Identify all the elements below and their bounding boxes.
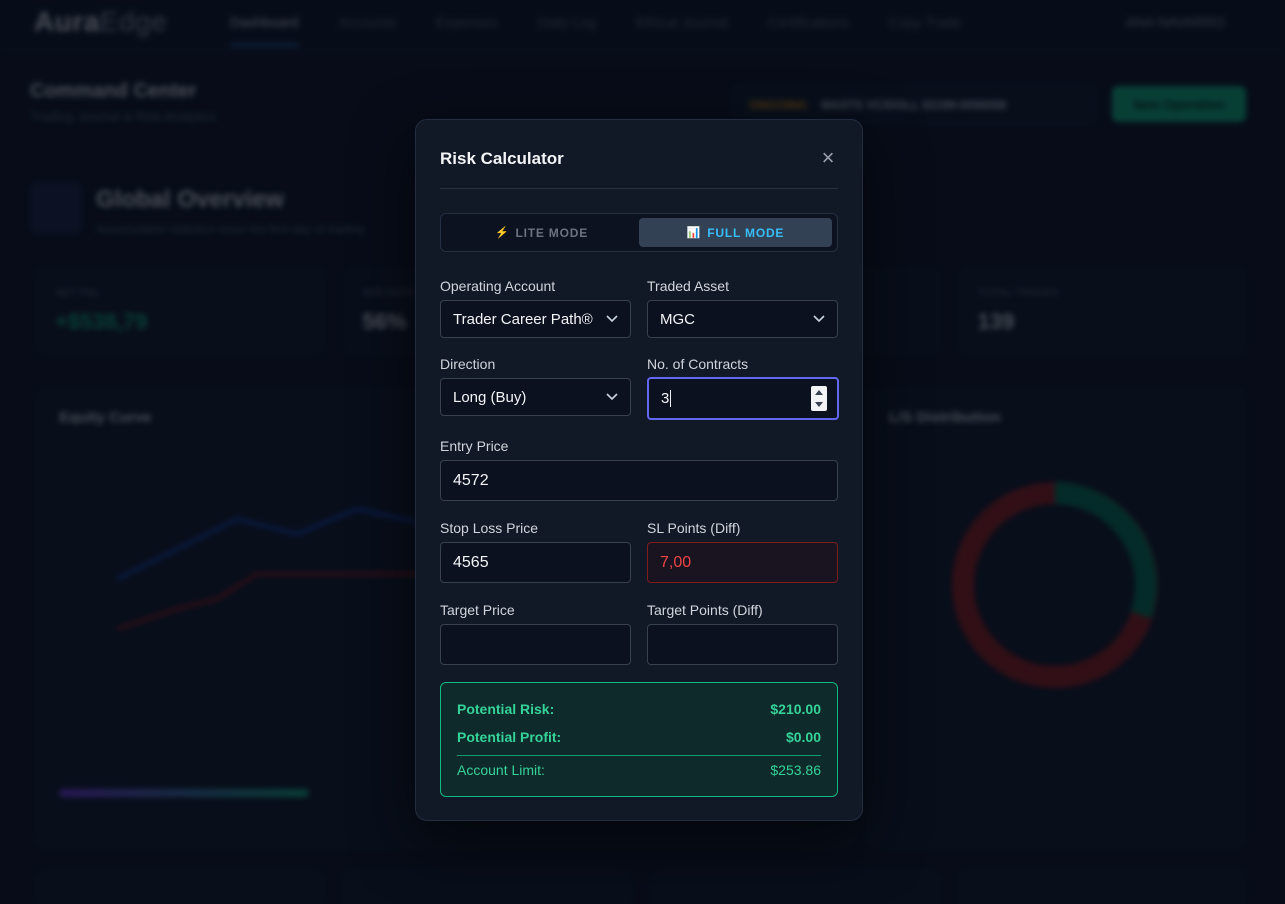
stepper-up-icon[interactable] <box>815 389 823 395</box>
stop-loss-input[interactable]: 4565 <box>440 542 631 583</box>
account-limit-label: Account Limit: <box>457 762 545 778</box>
risk-calculator-modal: Risk Calculator × ⚡ LITE MODE 📊 FULL MOD… <box>415 119 863 821</box>
donut-chart-graphic <box>952 482 1158 688</box>
potential-profit-value: $0.00 <box>785 729 821 745</box>
traded-asset-value: MGC <box>660 310 695 328</box>
stat-card: TOTAL TRADES 139 <box>958 268 1246 354</box>
direction-value: Long (Buy) <box>453 388 527 406</box>
traded-asset-select[interactable]: MGC <box>647 300 838 338</box>
nav-item-ethical-journal[interactable]: Ethical Journal <box>635 14 728 30</box>
contracts-input[interactable]: 3 <box>647 377 839 420</box>
account-status-badge: ONGOING <box>749 98 808 112</box>
direction-label: Direction <box>440 356 496 372</box>
nav-item-daily-log[interactable]: Daily Log <box>537 14 596 30</box>
potential-profit-row: Potential Profit: $0.00 <box>457 729 821 745</box>
full-mode-label: FULL MODE <box>707 225 785 240</box>
risk-summary-box: Potential Risk: $210.00 Potential Profit… <box>440 682 838 797</box>
contracts-value: 3 <box>661 390 670 407</box>
account-limit-row: Account Limit: $253.86 <box>457 762 821 778</box>
potential-profit-label: Potential Profit: <box>457 729 562 745</box>
sl-points-label: SL Points (Diff) <box>647 520 741 536</box>
ls-distribution-panel: L/S Distribution <box>866 388 1246 848</box>
nav-menu: Dashboard Accounts Expenses Daily Log Et… <box>230 14 961 46</box>
target-price-input[interactable] <box>440 624 631 665</box>
account-name: MASTS VC/DOLL 02199-0056058 <box>821 98 1007 112</box>
nav-item-certifications[interactable]: Certifications <box>767 14 849 30</box>
mode-toggle: ⚡ LITE MODE 📊 FULL MODE <box>440 213 838 252</box>
page-subtitle: Trading Journal & Risk Analytics <box>30 109 216 124</box>
nav-item-copy-trade[interactable]: Copy Trade <box>888 14 962 30</box>
overview-title: Global Overview <box>96 186 285 213</box>
stat-card: NET P&L +$538,79 <box>36 268 324 354</box>
text-cursor <box>670 390 672 407</box>
target-points-field <box>647 624 838 665</box>
globe-icon <box>30 182 82 234</box>
account-limit-value: $253.86 <box>770 762 821 778</box>
target-points-label: Target Points (Diff) <box>647 602 763 618</box>
nav-item-expenses[interactable]: Expenses <box>436 14 498 30</box>
new-operation-button[interactable]: New Operation <box>1112 86 1246 122</box>
sl-points-field: 7,00 <box>647 542 838 583</box>
bottom-cards <box>36 870 1246 904</box>
entry-price-input[interactable]: 4572 <box>440 460 838 501</box>
stop-loss-value: 4565 <box>453 553 489 571</box>
lite-mode-label: LITE MODE <box>515 225 589 240</box>
stepper-down-icon[interactable] <box>815 402 823 408</box>
progress-bar <box>59 789 309 797</box>
app-logo: AuraEdge <box>34 6 168 37</box>
number-stepper[interactable] <box>811 386 827 411</box>
overview-subtitle: Accumulated statistics since the first d… <box>96 222 365 236</box>
user-menu[interactable]: ANA NAVARRO <box>1125 14 1225 30</box>
chevron-down-icon <box>801 301 837 337</box>
target-price-label: Target Price <box>440 602 515 618</box>
account-selector[interactable]: ONGOING MASTS VC/DOLL 02199-0056058 <box>732 86 1096 124</box>
header-divider <box>440 188 838 189</box>
global-overview-header: Global Overview Accumulated statistics s… <box>30 182 1245 256</box>
chevron-down-icon <box>594 301 630 337</box>
contracts-label: No. of Contracts <box>647 356 749 372</box>
modal-title: Risk Calculator <box>440 149 564 168</box>
chart-icon: 📊 <box>686 227 702 239</box>
potential-risk-value: $210.00 <box>770 701 821 717</box>
operating-account-select[interactable]: Trader Career Path® 2 <box>440 300 631 338</box>
direction-select[interactable]: Long (Buy) <box>440 378 631 416</box>
traded-asset-label: Traded Asset <box>647 278 729 294</box>
page-title: Command Center <box>30 80 197 102</box>
summary-divider <box>457 755 821 756</box>
chevron-down-icon <box>594 379 630 415</box>
full-mode-button[interactable]: 📊 FULL MODE <box>639 218 832 247</box>
top-navbar: AuraEdge Dashboard Accounts Expenses Dai… <box>0 0 1285 52</box>
lite-mode-button[interactable]: ⚡ LITE MODE <box>445 218 638 247</box>
equity-curve-title: Equity Curve <box>59 409 152 426</box>
nav-item-dashboard[interactable]: Dashboard <box>230 14 299 46</box>
page-header: Command Center Trading Journal & Risk An… <box>30 80 216 124</box>
nav-item-accounts[interactable]: Accounts <box>338 14 397 30</box>
entry-price-value: 4572 <box>453 471 489 489</box>
ls-distribution-title: L/S Distribution <box>889 409 1001 426</box>
operating-account-value: Trader Career Path® 2 <box>453 310 594 328</box>
stop-loss-label: Stop Loss Price <box>440 520 539 536</box>
entry-price-label: Entry Price <box>440 438 509 454</box>
close-icon[interactable]: × <box>821 145 835 170</box>
operating-account-label: Operating Account <box>440 278 556 294</box>
potential-risk-label: Potential Risk: <box>457 701 555 717</box>
lightning-icon: ⚡ <box>494 227 510 239</box>
sl-points-value: 7,00 <box>660 553 692 571</box>
potential-risk-row: Potential Risk: $210.00 <box>457 701 821 717</box>
